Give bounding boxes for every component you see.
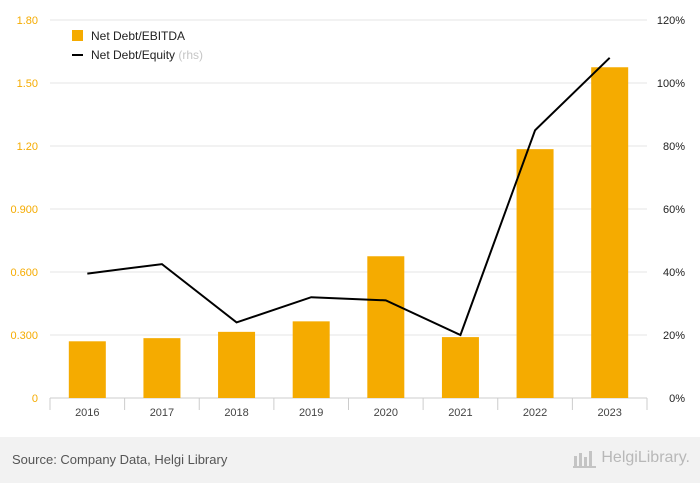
source-note: Source: Company Data, Helgi Library — [12, 452, 228, 467]
bar — [292, 321, 330, 398]
footer: Source: Company Data, Helgi Library Helg… — [0, 437, 700, 483]
y-left-tick-label: 0 — [32, 393, 38, 405]
y-right-tick-label: 60% — [663, 204, 685, 216]
y-left-tick-label: 0.300 — [10, 330, 38, 342]
y-right-tick-label: 120% — [657, 15, 685, 27]
chart-canvas: 0 0% 0.300 20% 0.600 40% 0.900 60% 1.20 80% 1.50 10… — [10, 15, 685, 419]
y-right-tick-label: 80% — [663, 141, 685, 153]
bar — [516, 149, 554, 398]
y-right-tick-label: 0% — [669, 393, 685, 405]
y-left-tick-label: 0.900 — [10, 204, 38, 216]
legend-rhs-note: (rhs) — [178, 48, 203, 62]
y-left-tick-label: 1.80 — [17, 15, 38, 27]
brand-name: HelgiLibrary. — [601, 449, 690, 466]
bar — [591, 67, 629, 398]
y-right-tick-label: 100% — [657, 78, 685, 90]
y-right-tick-label: 20% — [663, 330, 685, 342]
x-tick-label: 2023 — [597, 407, 621, 419]
x-tick-label: 2017 — [150, 407, 174, 419]
bar — [143, 338, 181, 398]
y-left-tick-label: 0.600 — [10, 267, 38, 279]
legend-swatch-bar — [72, 30, 83, 41]
bar — [218, 331, 256, 398]
x-tick-label: 2022 — [523, 407, 547, 419]
x-tick-label: 2019 — [299, 407, 323, 419]
y-left-tick-label: 1.20 — [17, 141, 38, 153]
bar — [367, 256, 405, 398]
legend-label-bar: Net Debt/EBITDA — [91, 29, 185, 43]
y-left-tick-label: 1.50 — [17, 78, 38, 90]
x-tick-label: 2018 — [224, 407, 248, 419]
bar — [68, 341, 106, 398]
x-tick-label: 2020 — [374, 407, 398, 419]
x-tick-label: 2016 — [75, 407, 99, 419]
line-series — [87, 57, 611, 337]
x-tick-label: 2021 — [448, 407, 472, 419]
y-right-tick-label: 40% — [663, 267, 685, 279]
library-icon — [573, 451, 597, 468]
bar — [441, 337, 479, 398]
brand-logo[interactable]: HelgiLibrary. — [573, 448, 690, 468]
legend-label-line: Net Debt/Equity (rhs) — [91, 48, 203, 62]
